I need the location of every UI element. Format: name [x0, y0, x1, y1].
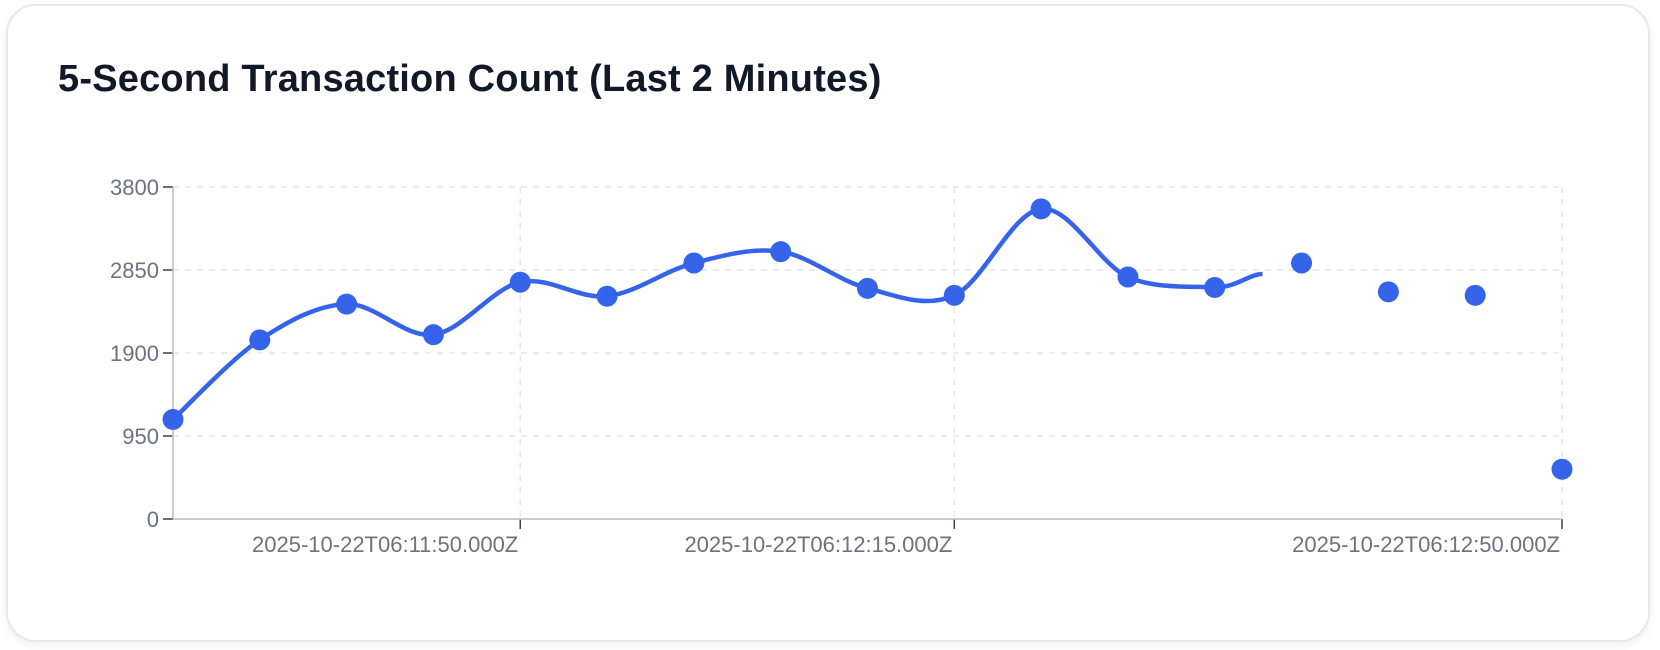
data-point — [162, 408, 184, 430]
y-tick-label: 950 — [122, 424, 159, 449]
data-point — [857, 277, 878, 299]
data-point — [1030, 198, 1052, 220]
data-point — [770, 241, 792, 263]
data-point — [943, 284, 965, 306]
data-point — [422, 324, 444, 346]
data-point — [1117, 266, 1139, 288]
data-point — [509, 271, 531, 293]
grid — [173, 186, 1563, 519]
y-tick-label: 3800 — [110, 175, 159, 200]
x-tick-label: 2025-10-22T06:11:50.000Z — [252, 532, 518, 557]
y-tick-label: 2850 — [110, 258, 159, 283]
series-line — [171, 206, 1263, 422]
chart-card: 5-Second Transaction Count (Last 2 Minut… — [6, 4, 1650, 642]
data-point — [1377, 281, 1399, 303]
x-tick-label: 2025-10-22T06:12:50.000Z — [1292, 532, 1560, 557]
data-point — [1551, 458, 1573, 480]
data-point — [1204, 276, 1226, 298]
y-tick-label: 0 — [147, 507, 159, 532]
data-point — [249, 329, 271, 351]
data-point — [683, 252, 705, 274]
tick-labels: 0 950 1900 2850 3800 2025-10-22T06:11:50.000Z… — [110, 175, 1560, 557]
x-tick-label: 2025-10-22T06:12:15.000Z — [684, 532, 952, 557]
data-point — [1291, 252, 1313, 274]
data-point — [596, 285, 618, 307]
data-point — [336, 293, 358, 315]
data-points — [162, 198, 1573, 480]
y-tick-label: 1900 — [110, 341, 159, 366]
chart-title: 5-Second Transaction Count (Last 2 Minut… — [58, 58, 882, 100]
data-point — [1464, 284, 1486, 306]
axes — [163, 186, 1563, 529]
series-line-layer — [171, 206, 1263, 422]
